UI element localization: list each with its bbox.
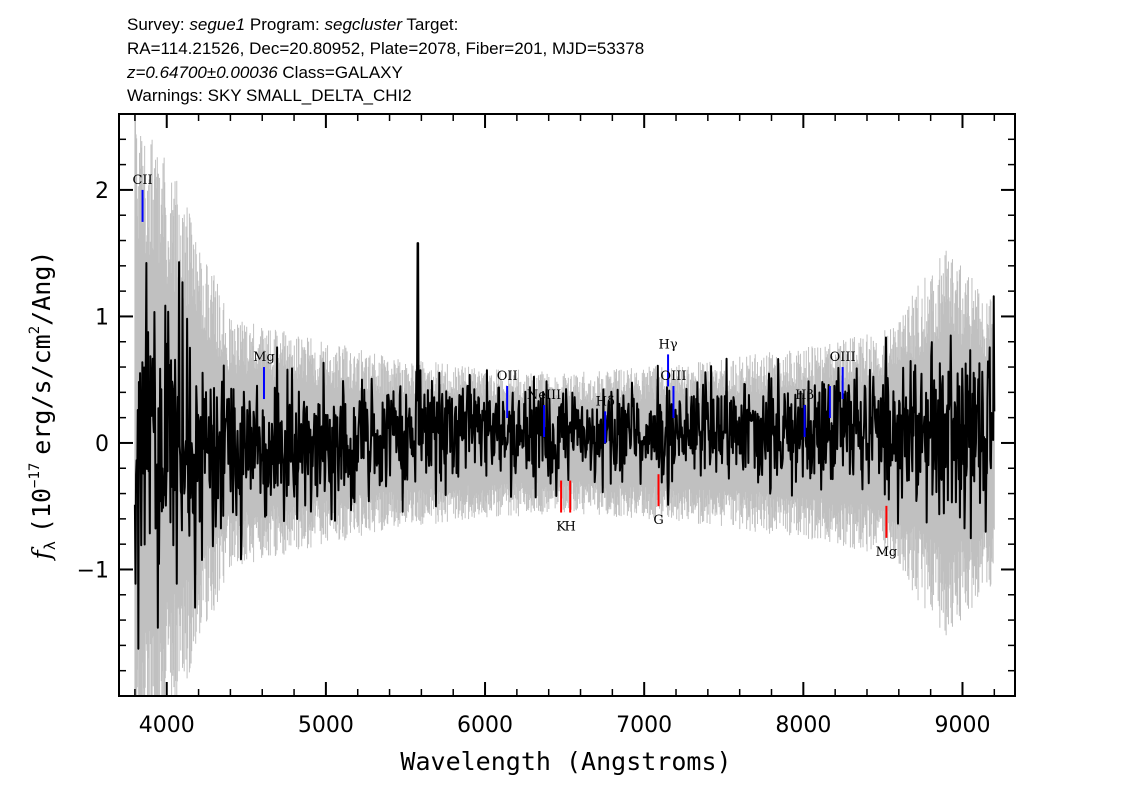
x-tick-label: 9000 bbox=[934, 713, 990, 738]
absorption-label: G bbox=[653, 513, 663, 528]
emission-label: Hδ bbox=[596, 394, 615, 409]
y-tick-label: −1 bbox=[77, 558, 109, 583]
y-tick-label: 0 bbox=[95, 432, 109, 457]
header-line-2: RA=114.21526, Dec=20.80952, Plate=2078, … bbox=[127, 39, 644, 58]
flux-line bbox=[133, 242, 996, 650]
emission-label: Hβ bbox=[795, 388, 814, 403]
axis-ticks: 4000 5000 6000 7000 8000 9000 2 1 0 −1 bbox=[77, 113, 1015, 738]
flux-series bbox=[133, 242, 996, 650]
plot-frame bbox=[118, 113, 1016, 697]
absorption-label: K bbox=[556, 520, 566, 535]
x-tick-label: 4000 bbox=[139, 713, 195, 738]
y-axis-title: fλ(10−17erg/s/cm2/Ang) bbox=[27, 251, 59, 562]
emission-label: NeIII bbox=[527, 388, 561, 403]
emission-label: OIII bbox=[830, 350, 856, 365]
emission-label: CII bbox=[132, 173, 152, 188]
emission-label: OII bbox=[497, 369, 518, 384]
x-tick-label: 8000 bbox=[775, 713, 831, 738]
emission-label: Mg bbox=[253, 350, 275, 365]
y-tick-label: 1 bbox=[95, 305, 109, 330]
x-tick-label: 7000 bbox=[616, 713, 672, 738]
header-line-4: Warnings: SKY SMALL_DELTA_CHI2 bbox=[127, 86, 412, 105]
absorption-label: H bbox=[565, 520, 576, 535]
spectral-line-markers: CII Mg OII NeIII Hδ Hγ OIII Hβ OIII KH G Mg bbox=[132, 173, 897, 560]
x-tick-label: 5000 bbox=[298, 713, 354, 738]
absorption-label: Mg bbox=[876, 545, 898, 560]
emission-label: OIII bbox=[660, 369, 686, 384]
x-axis-title: Wavelength (Angstroms) bbox=[400, 747, 731, 776]
header-line-1: Survey: segue1 Program: segcluster Targe… bbox=[127, 15, 458, 34]
emission-label: Hγ bbox=[659, 337, 678, 352]
y-tick-label: 2 bbox=[95, 179, 109, 204]
header-line-3: z=0.64700±0.00036 Class=GALAXY bbox=[126, 63, 403, 82]
x-tick-label: 6000 bbox=[457, 713, 513, 738]
